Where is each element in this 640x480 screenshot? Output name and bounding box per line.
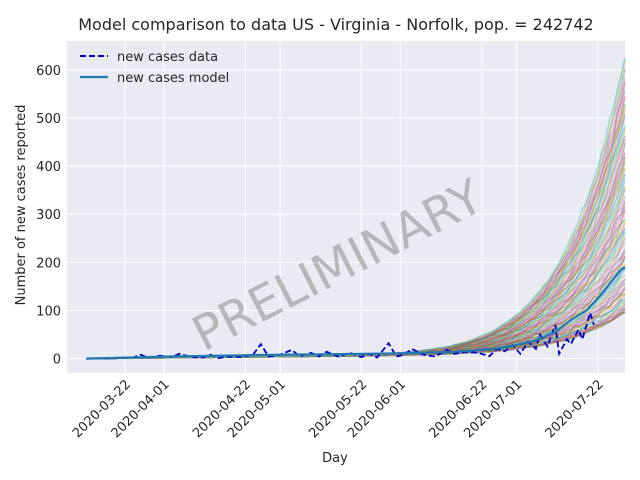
y-tick-label: 600 (36, 64, 61, 79)
x-tick-label: 2020-07-22 (543, 377, 607, 441)
y-tick-label: 400 (36, 160, 61, 175)
legend-label-new-cases-model: new cases model (117, 71, 229, 86)
y-tick-label: 300 (36, 208, 61, 223)
y-tick-label: 500 (36, 112, 61, 127)
chart-title: Model comparison to data US - Virginia -… (78, 15, 593, 34)
y-axis-title: Number of new cases reported (14, 105, 29, 306)
grid (67, 41, 625, 373)
plot-area (67, 41, 625, 373)
series-line-new-cases-model (86, 266, 626, 360)
y-tick-label: 200 (36, 256, 61, 271)
ensemble-run-line (86, 248, 626, 360)
y-tick-labels: 0 100 200 300 400 500 600 (36, 64, 61, 368)
y-tick-label: 0 (53, 353, 61, 368)
series-lines (86, 266, 626, 360)
x-axis-title: Day (322, 451, 348, 466)
legend-label-new-cases-data: new cases data (117, 50, 218, 65)
legend: new cases data new cases model (80, 50, 229, 86)
y-tick-label: 100 (36, 304, 61, 319)
